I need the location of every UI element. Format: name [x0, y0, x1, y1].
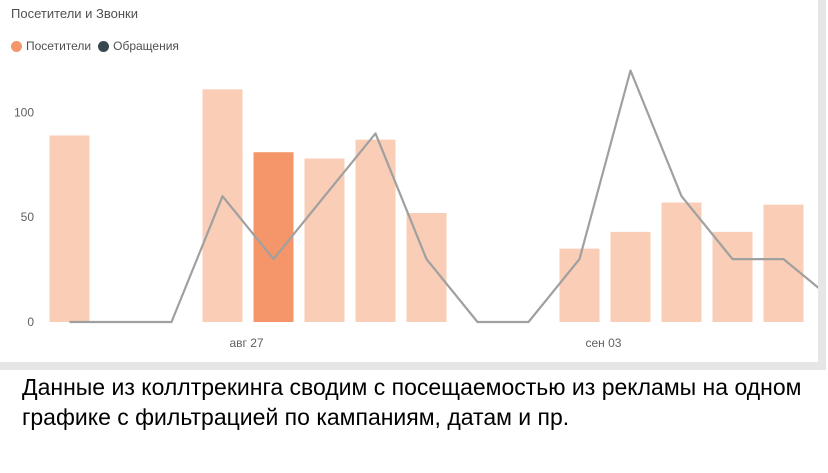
- legend-label-visitors: Посетители: [26, 39, 92, 53]
- chart-panel: Посетители и Звонки Посетители Обращения…: [0, 0, 826, 370]
- legend-item-calls[interactable]: Обращения: [98, 39, 179, 53]
- y-tick-label: 50: [21, 210, 35, 224]
- chart-plot: 0 50 100 авг 27 сен 03: [14, 69, 818, 350]
- y-tick-label: 100: [14, 105, 34, 119]
- bar-visitors: [253, 152, 294, 322]
- chart-title: Посетители и Звонки: [11, 6, 138, 21]
- bar-visitors: [763, 204, 804, 322]
- bar-visitors: [202, 89, 243, 323]
- line-calls: [69, 69, 818, 324]
- bar-visitors: [355, 139, 396, 322]
- bar-visitors: [712, 231, 753, 322]
- legend-label-calls: Обращения: [113, 39, 179, 53]
- caption-text: Данные из коллтрекинга сводим с посещаем…: [22, 374, 802, 430]
- y-tick-label: 0: [27, 315, 34, 329]
- bar-visitors: [406, 213, 447, 322]
- bar-visitors: [610, 231, 651, 322]
- legend-dot-visitors: [11, 40, 22, 52]
- bar-visitors: [304, 158, 345, 322]
- legend-item-visitors[interactable]: Посетители: [11, 39, 91, 53]
- bar-visitors: [49, 135, 90, 322]
- legend: Посетители Обращения: [11, 39, 186, 53]
- bar-visitors: [559, 248, 600, 322]
- bar-visitors: [661, 202, 702, 322]
- x-tick-label: сен 03: [586, 336, 622, 350]
- x-tick-label: авг 27: [229, 336, 263, 350]
- legend-dot-calls: [98, 40, 110, 52]
